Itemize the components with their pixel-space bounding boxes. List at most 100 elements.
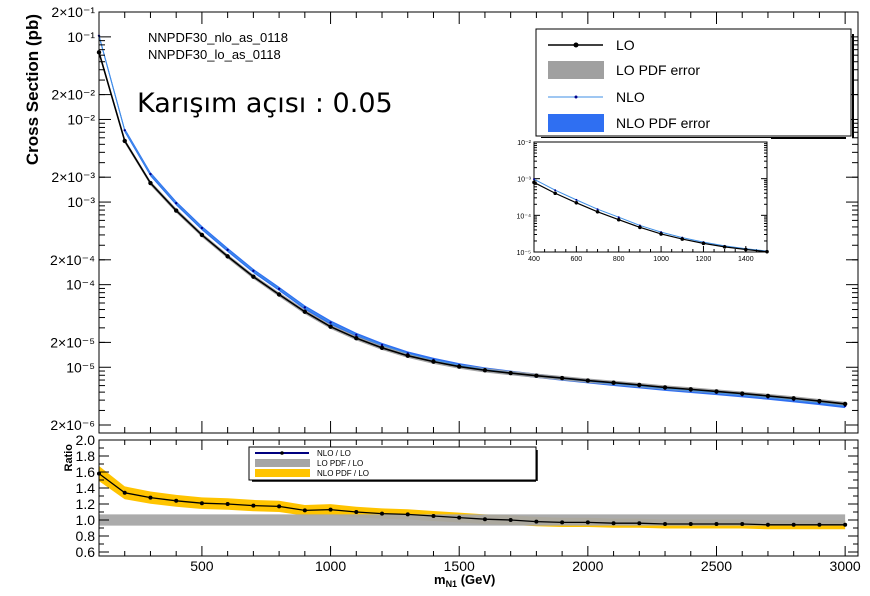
ratio-point (534, 519, 539, 524)
ratio-point (817, 522, 822, 527)
main-y-tick-label: 10⁻¹ (67, 29, 95, 45)
lo-point (199, 232, 205, 238)
ratio-point (328, 507, 333, 512)
ratio-point (225, 502, 230, 506)
nlo-point (149, 172, 152, 176)
lo-point (662, 385, 668, 390)
ratio-y-axis-title: Ratio (63, 444, 75, 472)
inset-x-tick-label: 600 (571, 256, 583, 263)
inset-lo-point (701, 241, 706, 246)
legend-nlo-marker (574, 95, 578, 99)
nlo-point (303, 306, 307, 309)
lo-point (508, 370, 513, 376)
main-legend-label: NLO (616, 89, 645, 105)
inset-nlo-point (617, 216, 620, 219)
lo-point (817, 398, 822, 404)
ratio-y-tick-label: 1.6 (76, 464, 96, 480)
ratio-point (560, 520, 565, 525)
ratio-point (611, 521, 616, 526)
ratio-point (199, 501, 204, 506)
ratio-x-tick-label: 1000 (315, 558, 346, 574)
inset-nlo-point (596, 208, 599, 211)
lo-point (765, 393, 771, 399)
ratio-legend-label: LO PDF / LO (317, 459, 363, 468)
lo-point (534, 373, 539, 378)
lo-point (148, 180, 153, 186)
ratio-point (765, 522, 770, 527)
legend-nlo-band-swatch (548, 114, 604, 132)
inset-lo-point (595, 209, 600, 214)
inset-lo-point (680, 237, 685, 241)
ratio-legend-label: NLO / LO (317, 449, 351, 458)
inset-x-tick-label: 400 (528, 256, 540, 263)
nlo-point (226, 248, 229, 252)
legend-lo-band-swatch (548, 61, 604, 79)
ratio-point (843, 522, 848, 527)
lo-point (251, 274, 256, 279)
nlo-point (123, 129, 126, 132)
pdf-set-label-lo: NNPDF30_lo_as_0118 (148, 47, 281, 62)
ratio-legend-yellow-swatch (255, 469, 310, 477)
lo-point (225, 254, 230, 259)
main-y-tick-label: 10⁻⁴ (66, 277, 95, 293)
inset-lo-point (574, 200, 579, 205)
ratio-x-tick-label: 2000 (572, 558, 603, 574)
lo-point (688, 387, 693, 392)
lo-point (405, 353, 410, 358)
inset-nlo-point (533, 178, 535, 181)
nlo-point (174, 201, 178, 205)
pdf-set-label-nlo: NNPDF30_nlo_as_0118 (148, 30, 288, 45)
nlo-point (355, 333, 358, 337)
lo-point (637, 382, 642, 388)
nlo-line (98, 35, 846, 407)
ratio-lo-pdf-band (99, 514, 846, 526)
main-legend-label: LO (616, 37, 635, 53)
lo-point (328, 324, 333, 329)
ratio-nlo-lo-line (98, 473, 846, 526)
ratio-plot-frame (98, 439, 859, 557)
ratio-y-tick-label: 1.8 (76, 448, 96, 464)
ratio-y-tick-label: 1.4 (76, 480, 96, 496)
main-legend-label: LO PDF error (616, 62, 700, 78)
ratio-point (174, 498, 179, 503)
lo-point (611, 380, 616, 385)
inset-lo-point (659, 232, 663, 236)
legend-lo-marker (573, 42, 579, 48)
main-y-tick-label: 10⁻³ (67, 194, 95, 210)
ratio-point (663, 522, 668, 526)
nlo-point (329, 321, 332, 324)
inset-lo-line (533, 181, 768, 253)
lo-point (276, 292, 282, 297)
main-y-tick-label: 2×10⁻³ (51, 169, 95, 185)
inset-x-tick-label: 1200 (696, 256, 712, 263)
lo-point (354, 335, 359, 341)
inset-y-tick-label: 10⁻³ (517, 177, 531, 184)
inset-lo-point (553, 191, 557, 196)
x-axis-title: mN1 (GeV) (434, 572, 495, 589)
ratio-point (431, 514, 436, 518)
ratio-point (714, 522, 719, 526)
inset-frame (533, 141, 768, 253)
main-y-tick-label: 2×10⁻¹ (51, 4, 95, 20)
lo-point (585, 378, 591, 383)
lo-point (559, 375, 565, 381)
mixing-angle-label: Karışım açısı : 0.05 (137, 88, 393, 119)
main-y-tick-label: 2×10⁻² (51, 87, 95, 103)
inset-lo-point (722, 245, 727, 249)
main-y-tick-label: 2×10⁻⁴ (50, 252, 95, 268)
inset-y-tick-label: 10⁻⁴ (517, 213, 532, 220)
nlo-point (252, 269, 255, 273)
ratio-y-tick-label: 0.6 (76, 544, 96, 560)
lo-point (714, 389, 719, 394)
main-y-axis-title: Cross Section (pb) (23, 14, 42, 165)
inset-lo-point (638, 225, 642, 230)
lo-point (122, 138, 127, 144)
lo-point (379, 345, 385, 351)
ratio-legend-gray-swatch (255, 459, 310, 467)
ratio-x-tick-label: 3000 (830, 558, 861, 574)
inset-y-tick-label: 10⁻⁵ (517, 250, 531, 257)
inset-lo-point (744, 247, 748, 252)
lo-line (98, 52, 846, 405)
ratio-point (688, 522, 693, 526)
lo-point (791, 396, 796, 401)
